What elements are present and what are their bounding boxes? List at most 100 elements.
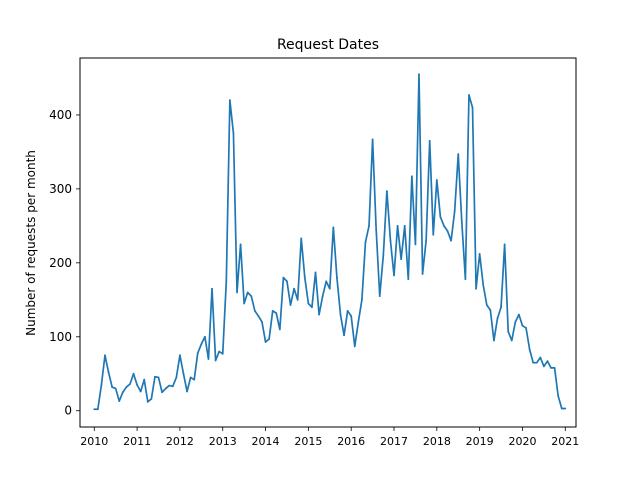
data-point — [179, 354, 181, 357]
data-point — [132, 372, 135, 375]
x-tick-label: 2015 — [294, 435, 322, 448]
data-point — [550, 366, 552, 369]
data-point — [353, 345, 356, 348]
data-point — [275, 312, 278, 315]
data-point — [196, 352, 199, 354]
y-tick-label: 100 — [49, 330, 72, 344]
data-point — [225, 280, 228, 283]
data-point — [221, 352, 224, 355]
data-point — [393, 274, 395, 277]
data-point — [478, 253, 481, 255]
data-point — [211, 287, 213, 290]
data-point — [364, 241, 367, 244]
data-point — [346, 310, 349, 312]
data-point — [253, 310, 256, 312]
data-point — [525, 327, 527, 329]
data-point — [410, 175, 413, 178]
data-point — [507, 330, 510, 333]
data-point — [157, 376, 160, 379]
y-tick-label: 400 — [49, 108, 72, 122]
data-point — [403, 224, 406, 227]
data-point — [293, 287, 295, 290]
x-tick-label: 2013 — [209, 435, 237, 448]
data-point — [439, 216, 442, 218]
data-point — [336, 276, 338, 279]
data-point — [296, 298, 299, 301]
data-point — [375, 228, 378, 231]
data-point — [239, 243, 242, 246]
data-point — [468, 94, 470, 96]
data-point — [457, 153, 460, 156]
data-point — [453, 210, 456, 212]
data-point — [460, 221, 463, 224]
data-point — [496, 317, 499, 320]
data-point — [271, 310, 274, 312]
data-point — [289, 304, 292, 306]
data-point — [303, 276, 306, 279]
data-point — [446, 230, 449, 232]
data-point — [136, 383, 138, 386]
data-point — [218, 350, 221, 353]
data-point — [407, 278, 410, 280]
data-point — [236, 291, 238, 294]
data-point — [489, 309, 492, 312]
data-point — [182, 372, 185, 375]
x-tick-label: 2016 — [337, 435, 365, 448]
data-point — [425, 239, 428, 242]
data-point — [318, 313, 320, 316]
data-point — [400, 258, 403, 261]
data-point — [186, 390, 188, 393]
data-point — [432, 233, 435, 236]
data-point — [314, 271, 317, 274]
data-point — [121, 391, 124, 394]
data-point — [278, 328, 281, 331]
data-point — [104, 354, 106, 357]
y-axis-label: Number of requests per month — [24, 150, 38, 336]
x-tick-label: 2010 — [80, 435, 108, 448]
data-point — [228, 99, 231, 102]
data-point — [96, 408, 99, 411]
data-point — [114, 387, 117, 390]
x-tick-label: 2014 — [252, 435, 280, 448]
data-point — [535, 361, 538, 364]
x-tick-label: 2011 — [123, 435, 151, 448]
y-tick-label: 300 — [49, 182, 72, 196]
data-point — [485, 304, 488, 306]
data-point — [171, 385, 174, 388]
data-point — [368, 224, 370, 227]
data-point — [175, 376, 178, 379]
data-point — [129, 383, 131, 386]
data-point — [246, 291, 249, 294]
data-point — [214, 359, 217, 362]
data-point — [232, 132, 235, 135]
data-point — [146, 400, 149, 403]
data-point — [361, 298, 363, 301]
data-point — [357, 321, 360, 323]
data-point — [168, 384, 171, 387]
chart-title: Request Dates — [277, 37, 379, 53]
data-point — [518, 313, 520, 316]
y-tick-label: 0 — [64, 404, 72, 418]
data-point — [542, 365, 545, 368]
data-point — [154, 375, 156, 378]
x-tick-label: 2017 — [380, 435, 408, 448]
data-point — [200, 343, 203, 346]
data-point — [528, 348, 531, 351]
data-point — [207, 358, 210, 360]
data-point — [328, 287, 331, 290]
y-axis: 0 100 200 300 400 — [49, 108, 80, 418]
x-tick-label: 2018 — [423, 435, 451, 448]
data-point — [257, 315, 260, 317]
data-point — [553, 366, 556, 369]
data-point — [443, 224, 445, 227]
data-point — [471, 106, 474, 109]
data-point — [450, 239, 453, 242]
data-point — [307, 302, 310, 305]
data-point — [396, 224, 399, 227]
data-point — [385, 190, 388, 193]
data-point — [321, 295, 324, 298]
data-point — [111, 386, 114, 388]
data-point — [161, 391, 163, 394]
